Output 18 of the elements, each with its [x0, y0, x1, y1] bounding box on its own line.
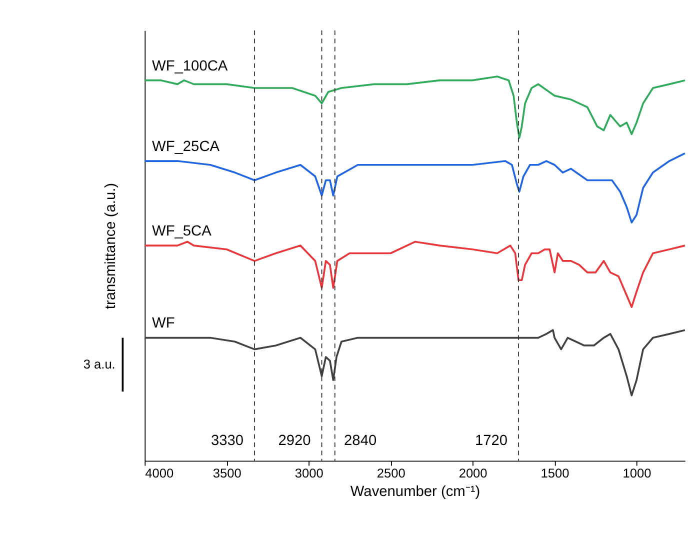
x-tick-label: 3000: [294, 466, 324, 481]
y-axis-title: transmittance (a.u.): [102, 182, 119, 310]
x-tick-label: 1000: [622, 466, 652, 481]
x-tick-label: 4000: [145, 466, 174, 481]
x-axis-title: Wavenumber (cm⁻¹): [350, 484, 480, 500]
ref-line-label: 3330: [210, 433, 244, 450]
text: 3 a.u.: [83, 356, 116, 372]
ref-line-label: 2920: [278, 433, 311, 450]
x-tick-label: 2500: [376, 466, 406, 481]
series-label: WF: [152, 316, 175, 332]
ref-line-label: 1720: [474, 433, 508, 450]
series-label: WF_25CA: [152, 138, 220, 155]
series-label: WF_100CA: [152, 58, 228, 74]
x-tick-label: 1500: [540, 466, 570, 481]
ref-line-label: 2840: [344, 433, 377, 450]
x-tick-label: 2000: [458, 466, 488, 481]
x-tick-label: 3500: [212, 466, 242, 481]
series-label: WF_5CA: [152, 223, 212, 240]
